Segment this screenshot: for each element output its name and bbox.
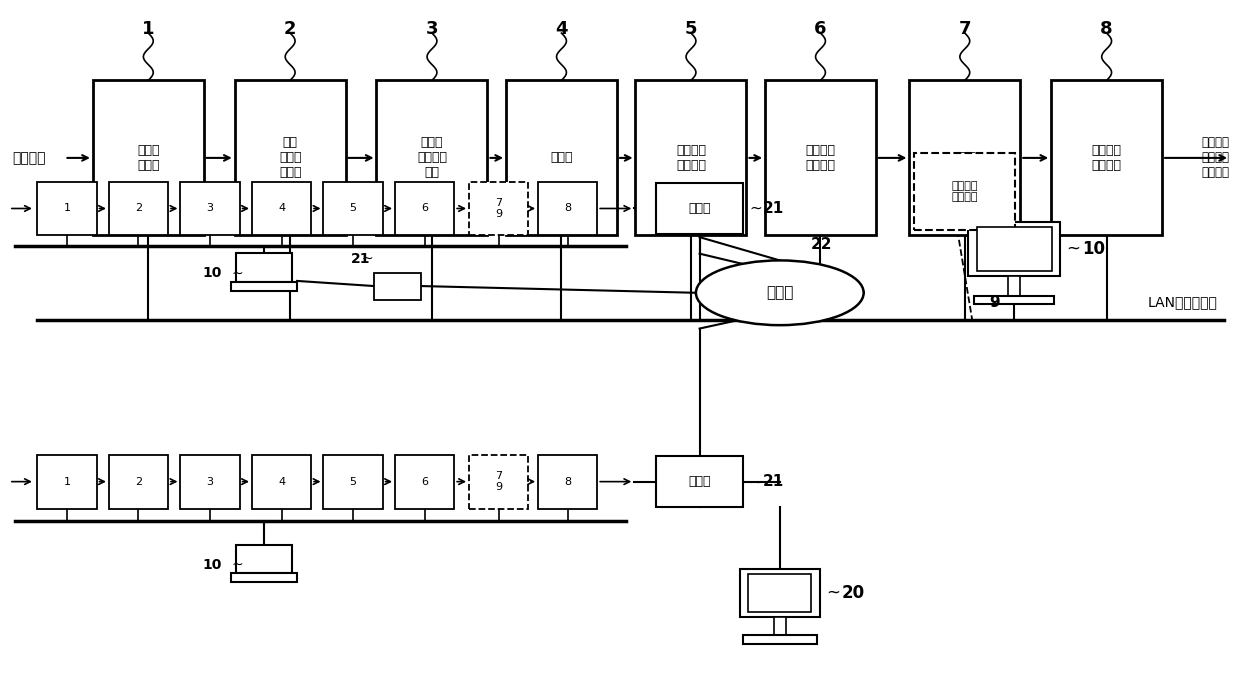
Text: 因特网: 因特网 (766, 286, 794, 301)
Text: 1: 1 (143, 20, 155, 37)
FancyBboxPatch shape (324, 455, 383, 509)
Text: 6: 6 (815, 20, 827, 37)
Text: 10: 10 (202, 558, 222, 572)
FancyBboxPatch shape (37, 182, 97, 235)
Bar (232, 282, 298, 290)
Text: 9: 9 (990, 294, 1001, 309)
Text: 焊膏印
刷装置: 焊膏印 刷装置 (138, 144, 160, 172)
FancyBboxPatch shape (252, 182, 311, 235)
Bar (774, 617, 786, 635)
FancyBboxPatch shape (234, 80, 346, 235)
Text: ~: ~ (232, 267, 243, 280)
Text: 21: 21 (763, 201, 784, 216)
FancyBboxPatch shape (656, 183, 743, 234)
Text: 22: 22 (811, 237, 832, 252)
Text: 1: 1 (63, 477, 71, 487)
FancyBboxPatch shape (914, 153, 1016, 231)
Bar (236, 254, 293, 282)
Text: 2: 2 (135, 477, 143, 487)
Text: 炉内温度
计测装置: 炉内温度 计测装置 (951, 181, 978, 203)
FancyBboxPatch shape (506, 80, 618, 235)
Text: 4: 4 (278, 477, 285, 487)
Bar (236, 545, 293, 573)
Text: 20: 20 (842, 584, 866, 602)
Text: 7
9: 7 9 (495, 198, 502, 219)
FancyBboxPatch shape (37, 455, 97, 509)
Text: ~: ~ (826, 584, 839, 602)
FancyBboxPatch shape (538, 182, 598, 235)
Bar (232, 573, 298, 582)
Text: 焊膏
印刷检
查装置: 焊膏 印刷检 查装置 (279, 137, 301, 180)
Bar (975, 296, 1054, 304)
Text: 4: 4 (278, 203, 285, 214)
Bar (743, 635, 817, 643)
Text: 4: 4 (556, 20, 568, 37)
Text: ~: ~ (749, 201, 761, 216)
Text: 焊接完成
部件安装
印刷基板: 焊接完成 部件安装 印刷基板 (1202, 137, 1230, 180)
FancyBboxPatch shape (180, 182, 239, 235)
Text: 8: 8 (564, 477, 572, 487)
Text: ~: ~ (749, 474, 761, 489)
Text: 21: 21 (351, 252, 371, 266)
Text: 7: 7 (959, 20, 971, 37)
FancyBboxPatch shape (469, 455, 528, 509)
Bar (968, 222, 1060, 276)
Text: ~: ~ (1066, 240, 1080, 258)
Text: LAN（局域网）: LAN（局域网） (1148, 296, 1218, 309)
Text: 8: 8 (1100, 20, 1114, 37)
Text: 6: 6 (422, 477, 428, 487)
Text: 部件偏移
计测装置: 部件偏移 计测装置 (806, 144, 836, 172)
FancyBboxPatch shape (324, 182, 383, 235)
Text: 已装部件
检查装置: 已装部件 检查装置 (676, 144, 706, 172)
Ellipse shape (696, 260, 863, 325)
Text: 印刷基板: 印刷基板 (12, 151, 46, 165)
FancyBboxPatch shape (109, 182, 169, 235)
FancyBboxPatch shape (252, 455, 311, 509)
Text: 3: 3 (207, 477, 213, 487)
FancyBboxPatch shape (656, 456, 743, 507)
Text: 回流炉: 回流炉 (954, 152, 976, 165)
FancyBboxPatch shape (374, 273, 420, 299)
Text: 路由器: 路由器 (688, 202, 711, 215)
Bar (748, 574, 811, 612)
Text: 7
9: 7 9 (495, 471, 502, 492)
Text: 8: 8 (564, 203, 572, 214)
FancyBboxPatch shape (377, 80, 487, 235)
Text: 3: 3 (425, 20, 438, 37)
Text: 路由器: 路由器 (688, 475, 711, 488)
Text: 10: 10 (1083, 240, 1106, 258)
FancyBboxPatch shape (109, 455, 169, 509)
Text: 装配器: 装配器 (551, 152, 573, 165)
Text: 6: 6 (422, 203, 428, 214)
FancyBboxPatch shape (909, 80, 1021, 235)
Text: 5: 5 (350, 477, 357, 487)
Bar (977, 226, 1052, 271)
FancyBboxPatch shape (538, 455, 598, 509)
Text: 5: 5 (684, 20, 697, 37)
Text: 2: 2 (284, 20, 296, 37)
FancyBboxPatch shape (93, 80, 203, 235)
Text: 回流焊料
检查装置: 回流焊料 检查装置 (1091, 144, 1122, 172)
FancyBboxPatch shape (765, 80, 875, 235)
FancyBboxPatch shape (180, 455, 239, 509)
Text: 5: 5 (350, 203, 357, 214)
FancyBboxPatch shape (396, 182, 454, 235)
FancyBboxPatch shape (635, 80, 746, 235)
Text: 焊涂敷
高度计测
装置: 焊涂敷 高度计测 装置 (417, 137, 446, 180)
Text: 21: 21 (763, 474, 784, 489)
FancyBboxPatch shape (396, 455, 454, 509)
Text: ~: ~ (362, 252, 373, 266)
FancyBboxPatch shape (469, 182, 528, 235)
FancyBboxPatch shape (1052, 80, 1162, 235)
Bar (740, 569, 820, 617)
Text: 1: 1 (63, 203, 71, 214)
Text: 2: 2 (135, 203, 143, 214)
Text: 3: 3 (207, 203, 213, 214)
Text: ~: ~ (232, 558, 243, 572)
Text: 10: 10 (202, 267, 222, 280)
Bar (1008, 276, 1021, 296)
